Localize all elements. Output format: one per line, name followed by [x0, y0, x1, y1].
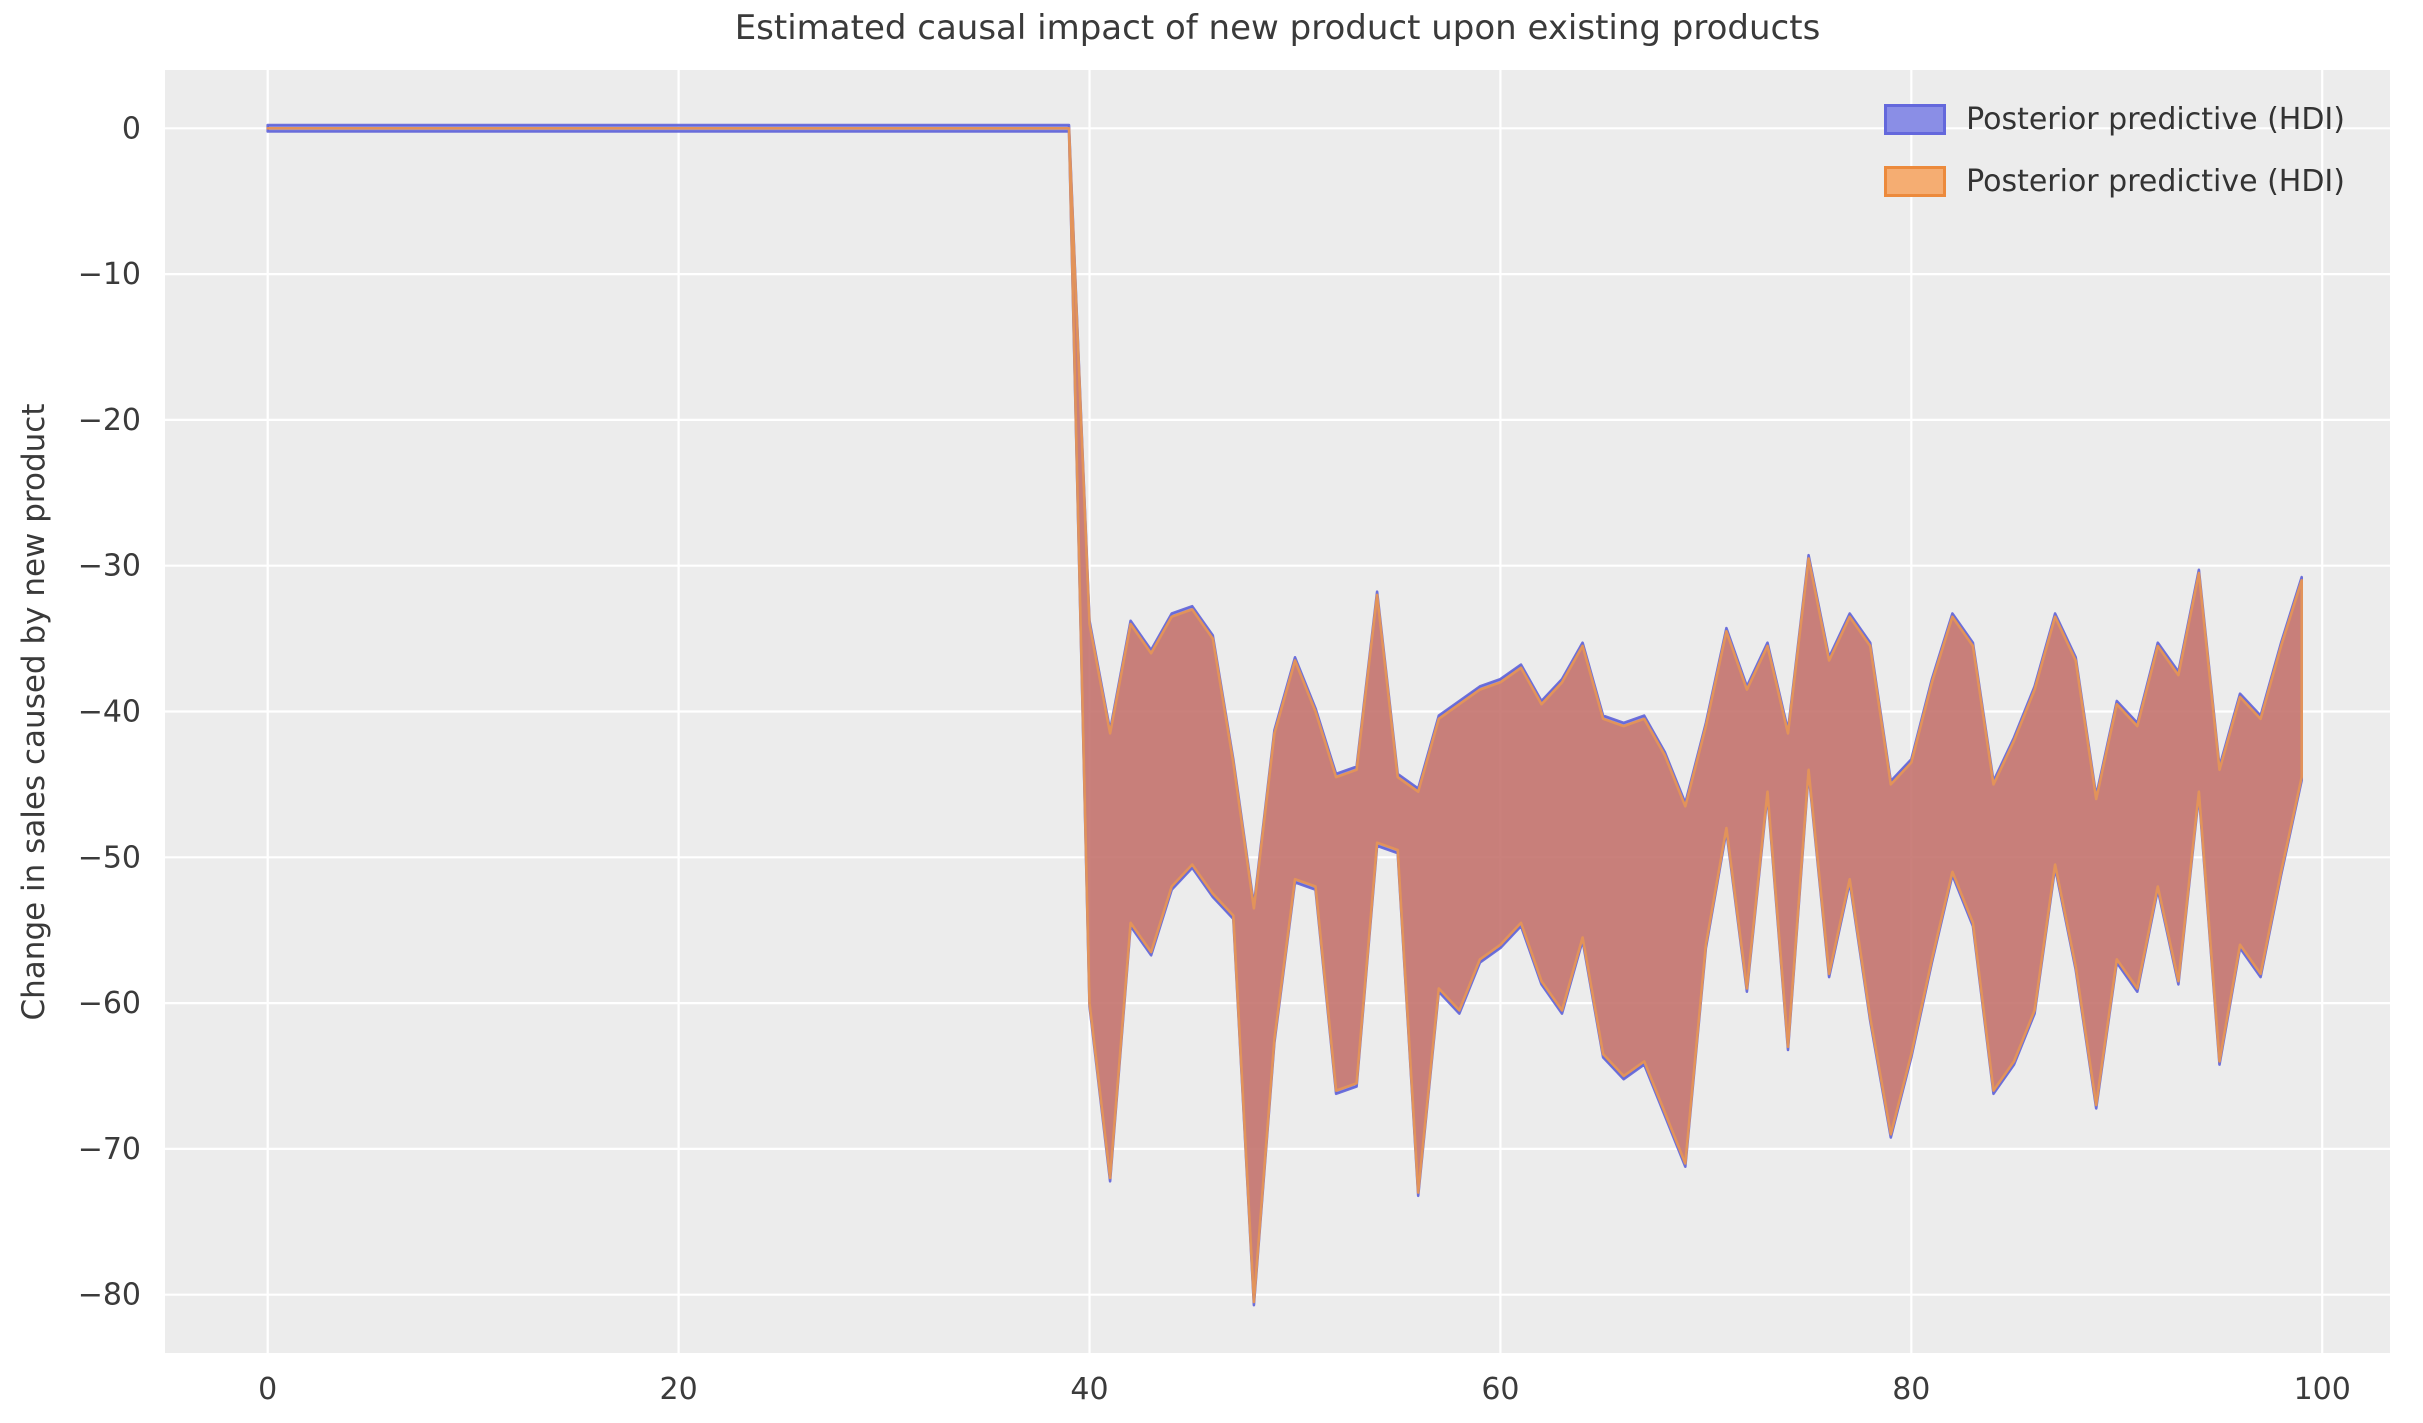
y-tick-label: −30 — [78, 549, 141, 584]
legend-item: Posterior predictive (HDI) — [1884, 154, 2345, 208]
y-tick-label: −80 — [78, 1278, 141, 1313]
y-tick-label: −40 — [78, 695, 141, 730]
y-tick-label: −10 — [78, 257, 141, 292]
x-tick-label: 20 — [660, 1372, 698, 1407]
legend-label: Posterior predictive (HDI) — [1966, 101, 2345, 137]
x-tick-label: 0 — [258, 1372, 277, 1407]
x-tick-label: 100 — [2294, 1372, 2351, 1407]
legend: Posterior predictive (HDI) Posterior pre… — [1884, 92, 2345, 208]
y-tick-label: −20 — [78, 403, 141, 438]
y-tick-label: 0 — [122, 111, 141, 146]
legend-item: Posterior predictive (HDI) — [1884, 92, 2345, 146]
hdi-band-orange — [266, 127, 2303, 1304]
legend-patch-orange-icon — [1884, 165, 1947, 197]
y-tick-label: −70 — [78, 1132, 141, 1167]
legend-label: Posterior predictive (HDI) — [1966, 163, 2345, 199]
y-axis-label: Change in sales caused by new product — [16, 403, 52, 1021]
legend-patch-blue-icon — [1884, 103, 1947, 135]
x-tick-label: 80 — [1892, 1372, 1930, 1407]
x-tick-label: 60 — [1481, 1372, 1519, 1407]
chart-title: Estimated causal impact of new product u… — [734, 8, 1821, 48]
x-tick-label: 40 — [1070, 1372, 1108, 1407]
y-tick-label: −60 — [78, 986, 141, 1021]
y-tick-label: −50 — [78, 840, 141, 875]
